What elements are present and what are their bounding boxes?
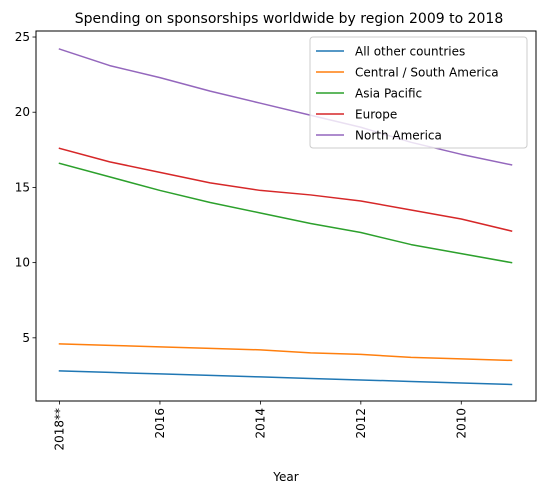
series-line-2	[58, 162, 513, 264]
chart-title: Spending on sponsorships worldwide by re…	[75, 11, 503, 27]
x-axis: 2018** 2016 2014 2012 2010	[53, 401, 468, 451]
legend-label-2: Asia Pacific	[355, 87, 422, 101]
legend: All other countries Central / South Ameri…	[309, 36, 528, 149]
y-tick-label-2: 15	[15, 180, 30, 194]
x-tick-label-3: 2012	[354, 408, 368, 439]
series-line-3	[58, 147, 513, 232]
y-tick-label-3: 20	[15, 105, 30, 119]
x-axis-label: Year	[272, 470, 298, 484]
x-tick-label-4: 2010	[454, 408, 468, 439]
legend-label-0: All other countries	[355, 45, 465, 59]
x-tick-label-2: 2014	[253, 408, 267, 439]
series-line-0	[58, 370, 513, 386]
x-tick-label-0: 2018**	[53, 408, 67, 451]
y-tick-label-4: 25	[15, 30, 30, 44]
legend-box	[309, 36, 528, 149]
legend-label-3: Europe	[355, 108, 397, 122]
legend-label-4: North America	[355, 129, 442, 143]
y-axis: 5 10 15 20 25	[15, 30, 36, 345]
series-line-1	[58, 343, 513, 362]
legend-label-1: Central / South America	[355, 66, 499, 80]
y-tick-label-1: 10	[15, 256, 30, 270]
legend-items: All other countries Central / South Ameri…	[316, 45, 499, 143]
x-tick-label-1: 2016	[153, 408, 167, 439]
y-tick-label-0: 5	[22, 331, 30, 345]
